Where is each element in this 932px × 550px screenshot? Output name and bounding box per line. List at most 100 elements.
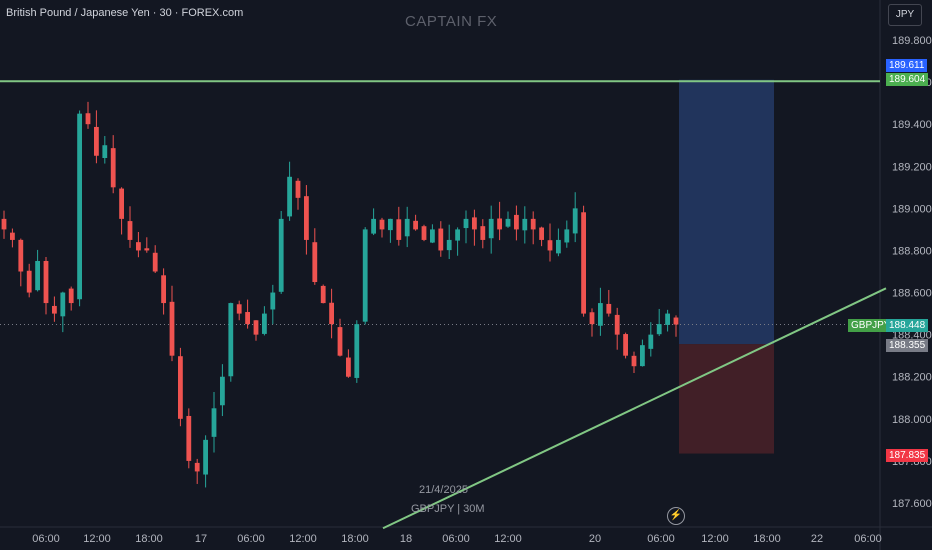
target-price-tag: 189.611 xyxy=(886,59,928,72)
candle-body xyxy=(430,229,435,243)
x-tick-label: 06:00 xyxy=(32,533,60,545)
candle-body xyxy=(547,240,553,251)
candle-body xyxy=(665,313,670,325)
candle-body xyxy=(530,218,536,230)
candle-body xyxy=(589,312,595,325)
candle-body xyxy=(270,292,276,310)
candle-body xyxy=(438,228,444,251)
candle-body xyxy=(337,327,343,356)
x-tick-label: 17 xyxy=(195,533,207,545)
y-tick-label: 188.000 xyxy=(892,414,932,426)
candle-body xyxy=(329,302,334,325)
x-tick-label: 06:00 xyxy=(854,533,882,545)
x-tick-label: 12:00 xyxy=(494,533,522,545)
candle-body xyxy=(522,218,528,231)
candle-body xyxy=(556,239,561,254)
candle-body xyxy=(85,113,91,125)
x-tick-label: 20 xyxy=(589,533,601,545)
currency-button[interactable]: JPY xyxy=(888,4,922,26)
candle-body xyxy=(640,345,645,367)
x-tick-label: 06:00 xyxy=(237,533,265,545)
y-tick-label: 187.600 xyxy=(892,498,932,510)
x-tick-label: 22 xyxy=(811,533,823,545)
candle-body xyxy=(295,180,301,198)
candle-body xyxy=(581,212,586,314)
x-tick-label: 18:00 xyxy=(753,533,781,545)
candle-body xyxy=(362,229,368,322)
candle-body xyxy=(35,260,40,291)
candle-body xyxy=(77,113,82,300)
candle-body xyxy=(161,275,166,304)
level-price-tag: 189.604 xyxy=(886,73,929,86)
candle-body xyxy=(228,303,234,377)
y-tick-label: 188.800 xyxy=(892,245,932,257)
y-tick-label: 189.200 xyxy=(892,161,932,173)
candle-body xyxy=(656,324,662,335)
candle-body xyxy=(539,227,544,240)
candle-body xyxy=(497,218,502,230)
candle-body xyxy=(52,305,57,314)
candle-body xyxy=(287,176,292,217)
candle-body xyxy=(514,214,519,230)
candle-body xyxy=(262,313,267,334)
x-tick-label: 12:00 xyxy=(83,533,111,545)
candle-body xyxy=(169,301,175,356)
stop-zone xyxy=(679,344,774,454)
candle-body xyxy=(396,219,402,240)
candle-body xyxy=(211,408,217,437)
candle-body xyxy=(421,226,427,240)
target-zone xyxy=(679,79,774,345)
x-tick-label: 12:00 xyxy=(289,533,317,545)
candle-body xyxy=(136,242,141,251)
candle-body xyxy=(488,218,494,239)
signature-date: 21/4/2025 xyxy=(419,484,468,496)
candle-body xyxy=(1,218,7,230)
current-price-tag: 188.448 xyxy=(886,319,929,332)
candle-body xyxy=(127,221,133,240)
candle-body xyxy=(110,148,116,188)
watermark: CAPTAIN FX xyxy=(405,13,498,30)
candle-body xyxy=(388,218,393,231)
trendline xyxy=(382,287,887,530)
candle-body xyxy=(354,324,360,378)
y-tick-label: 188.400 xyxy=(892,330,932,342)
candle-body xyxy=(245,312,250,325)
candle-body xyxy=(371,218,376,234)
lightning-icon[interactable]: ⚡ xyxy=(667,507,685,525)
candle-body xyxy=(606,303,612,314)
candle-body xyxy=(572,208,578,234)
y-tick-label: 188.600 xyxy=(892,288,932,300)
x-tick-label: 06:00 xyxy=(647,533,675,545)
candle-body xyxy=(186,415,192,461)
candle-body xyxy=(480,226,486,240)
candle-body xyxy=(472,217,477,230)
x-tick-label: 18:00 xyxy=(135,533,163,545)
candle-body xyxy=(144,248,150,251)
candle-body xyxy=(463,218,469,229)
candle-body xyxy=(178,356,183,419)
candle-body xyxy=(94,126,99,156)
candle-body xyxy=(220,376,225,406)
candle-body xyxy=(236,304,242,314)
x-tick-label: 06:00 xyxy=(442,533,470,545)
candle-body xyxy=(446,239,452,251)
candle-body xyxy=(304,196,309,240)
candle-body xyxy=(379,219,385,230)
x-tick-label: 18:00 xyxy=(341,533,369,545)
candle-body xyxy=(203,439,208,475)
candle-body xyxy=(455,229,460,241)
candle-body xyxy=(278,218,284,292)
symbol-tag: GBPJPY xyxy=(848,319,894,332)
candle-body xyxy=(60,292,66,317)
stop-price-tag: 187.835 xyxy=(886,449,929,462)
y-tick-label: 188.200 xyxy=(892,372,932,384)
candle-body xyxy=(623,334,628,356)
candle-body xyxy=(648,334,654,349)
y-tick-label: 189.400 xyxy=(892,119,932,131)
candle-body xyxy=(253,320,259,335)
candle-body xyxy=(26,270,32,293)
candle-body xyxy=(68,288,74,304)
candle-body xyxy=(673,317,679,325)
